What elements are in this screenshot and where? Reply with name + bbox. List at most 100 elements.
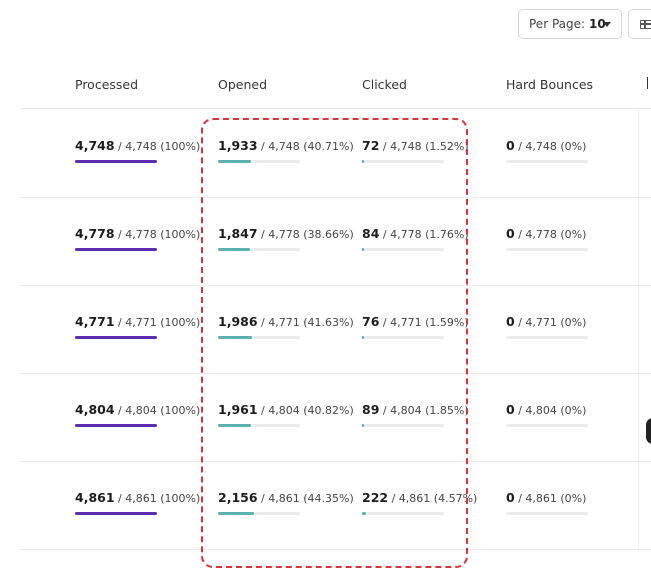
cell-processed: 4,861 / 4,861 (100%)	[75, 490, 200, 515]
metric-count: 84	[362, 226, 380, 241]
progress-fill	[362, 424, 364, 427]
cell-clicked: 84 / 4,778 (1.76%)	[362, 226, 469, 251]
next-column-header-edge	[647, 77, 651, 89]
metric-total: / 4,861 (4.57%)	[388, 492, 478, 505]
metric-count: 222	[362, 490, 389, 505]
cell-clicked: 72 / 4,748 (1.52%)	[362, 138, 469, 163]
metric-total: / 4,771 (0%)	[514, 316, 587, 329]
cell-hard-bounces: 0 / 4,804 (0%)	[506, 402, 588, 427]
cell-opened: 2,156 / 4,861 (44.35%)	[218, 490, 354, 515]
progress-bar	[362, 248, 444, 251]
metric-total: / 4,748 (1.52%)	[379, 140, 469, 153]
cell-opened: 1,961 / 4,804 (40.82%)	[218, 402, 354, 427]
metric-count: 0	[506, 314, 515, 329]
progress-fill	[218, 248, 250, 251]
cell-opened: 1,986 / 4,771 (41.63%)	[218, 314, 354, 339]
columns-button[interactable]	[628, 9, 651, 39]
metric-total: / 4,771 (1.59%)	[379, 316, 469, 329]
header-divider	[20, 108, 651, 109]
metric-total: / 4,778 (0%)	[514, 228, 587, 241]
progress-bar	[218, 512, 300, 515]
progress-fill	[75, 160, 157, 163]
metric-count: 0	[506, 402, 515, 417]
progress-fill	[218, 424, 252, 427]
metric-total: / 4,771 (100%)	[114, 316, 201, 329]
progress-bar	[362, 336, 444, 339]
table-row: 4,748 / 4,748 (100%) 1,933 / 4,748 (40.71…	[0, 110, 651, 198]
progress-bar	[218, 160, 300, 163]
row-divider	[20, 373, 651, 374]
per-page-label: Per Page:	[529, 17, 586, 31]
metric-total: / 4,861 (0%)	[514, 492, 587, 505]
progress-fill	[218, 160, 252, 163]
metric-total: / 4,748 (40.71%)	[257, 140, 354, 153]
column-divider	[638, 110, 639, 550]
progress-fill	[362, 512, 366, 515]
metric-total: / 4,861 (44.35%)	[257, 492, 354, 505]
metric-count: 4,778	[75, 226, 115, 241]
progress-bar	[506, 248, 588, 251]
metric-count: 89	[362, 402, 380, 417]
progress-fill	[218, 336, 253, 339]
progress-bar	[362, 160, 444, 163]
metric-count: 1,847	[218, 226, 258, 241]
metric-count: 0	[506, 226, 515, 241]
table-row: 4,861 / 4,861 (100%) 2,156 / 4,861 (44.35…	[0, 462, 651, 550]
progress-bar	[362, 512, 444, 515]
cell-clicked: 76 / 4,771 (1.59%)	[362, 314, 469, 339]
per-page-select[interactable]: Per Page: 10	[518, 9, 622, 39]
progress-fill	[218, 512, 255, 515]
column-header-hard-bounces[interactable]: Hard Bounces	[506, 77, 594, 92]
cell-clicked: 222 / 4,861 (4.57%)	[362, 490, 477, 515]
metric-total: / 4,804 (1.85%)	[379, 404, 469, 417]
progress-bar	[75, 160, 157, 163]
metric-count: 4,861	[75, 490, 115, 505]
cell-opened: 1,933 / 4,748 (40.71%)	[218, 138, 354, 163]
progress-bar	[506, 160, 588, 163]
metric-total: / 4,771 (41.63%)	[257, 316, 354, 329]
progress-bar	[75, 336, 157, 339]
table-row: 4,771 / 4,771 (100%) 1,986 / 4,771 (41.63…	[0, 286, 651, 374]
progress-fill	[362, 248, 364, 251]
metric-total: / 4,804 (0%)	[514, 404, 587, 417]
scroll-handle[interactable]	[646, 418, 651, 444]
row-divider	[20, 197, 651, 198]
metric-count: 0	[506, 490, 515, 505]
progress-bar	[75, 424, 157, 427]
table-columns-icon	[640, 20, 651, 29]
progress-fill	[75, 424, 157, 427]
cell-hard-bounces: 0 / 4,771 (0%)	[506, 314, 588, 339]
progress-bar	[362, 424, 444, 427]
metric-count: 76	[362, 314, 380, 329]
row-divider	[20, 285, 651, 286]
progress-bar	[218, 336, 300, 339]
table-header: Processed Opened Clicked Hard Bounces	[0, 62, 651, 108]
progress-bar	[506, 424, 588, 427]
progress-fill	[362, 160, 364, 163]
cell-hard-bounces: 0 / 4,861 (0%)	[506, 490, 588, 515]
metric-count: 1,933	[218, 138, 258, 153]
metric-total: / 4,804 (40.82%)	[257, 404, 354, 417]
cell-processed: 4,748 / 4,748 (100%)	[75, 138, 200, 163]
progress-fill	[75, 336, 157, 339]
progress-bar	[218, 248, 300, 251]
metric-count: 0	[506, 138, 515, 153]
progress-fill	[75, 512, 157, 515]
row-divider	[20, 461, 651, 462]
per-page-value: 10	[589, 17, 606, 31]
progress-bar	[75, 248, 157, 251]
metric-count: 72	[362, 138, 380, 153]
cell-clicked: 89 / 4,804 (1.85%)	[362, 402, 469, 427]
column-header-clicked[interactable]: Clicked	[362, 77, 407, 92]
table-row: 4,778 / 4,778 (100%) 1,847 / 4,778 (38.66…	[0, 198, 651, 286]
column-header-opened[interactable]: Opened	[218, 77, 268, 92]
metric-total: / 4,748 (100%)	[114, 140, 201, 153]
cell-hard-bounces: 0 / 4,778 (0%)	[506, 226, 588, 251]
metric-total: / 4,804 (100%)	[114, 404, 201, 417]
column-header-processed[interactable]: Processed	[75, 77, 139, 92]
progress-bar	[75, 512, 157, 515]
metric-count: 1,986	[218, 314, 258, 329]
metric-total: / 4,861 (100%)	[114, 492, 201, 505]
caret-down-icon	[603, 22, 611, 27]
metric-total: / 4,778 (38.66%)	[257, 228, 354, 241]
